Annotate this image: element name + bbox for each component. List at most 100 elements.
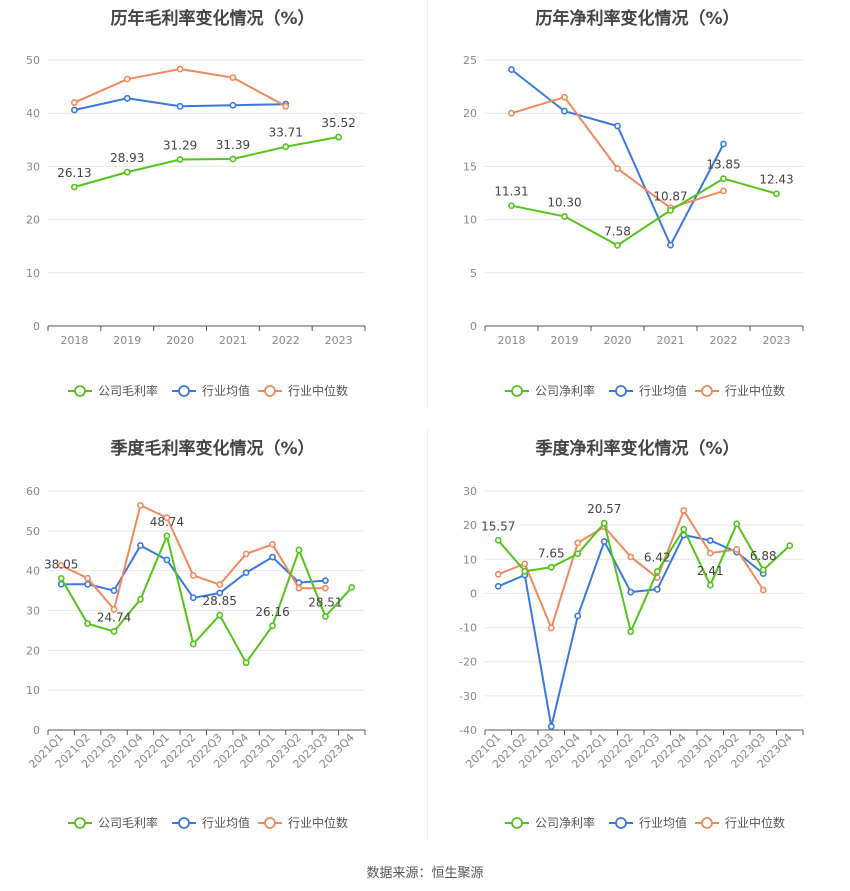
data-point	[57, 575, 65, 582]
data-point	[295, 584, 303, 592]
data-point	[321, 584, 329, 592]
data-point	[521, 567, 529, 575]
x-tick-label: 2020	[166, 334, 194, 347]
data-label: 20.57	[587, 502, 621, 516]
data-label: 10.30	[547, 195, 581, 209]
data-point	[176, 102, 184, 110]
data-label: 35.52	[321, 116, 355, 130]
data-point	[574, 539, 582, 547]
data-label: 48.74	[150, 515, 184, 529]
legend-marker	[615, 817, 627, 829]
data-point	[269, 622, 276, 630]
chart-panel-annual-net: 历年净利率变化情况（%） 0 5 10 15 20 25 2018 2019 2020 2021 2…	[425, 0, 850, 420]
chart-title: 历年净利率变化情况（%）	[535, 9, 740, 29]
data-point	[163, 514, 171, 522]
data-point	[547, 624, 555, 632]
chart-title: 季度毛利率变化情况（%）	[110, 439, 315, 459]
data-point	[508, 66, 515, 73]
legend-marker	[615, 385, 627, 397]
data-point	[547, 563, 555, 571]
data-label: 26.16	[255, 605, 289, 619]
data-point	[137, 542, 144, 549]
data-label: 11.31	[494, 185, 528, 199]
legend-label: 行业均值	[202, 815, 250, 830]
y-tick-label: -40	[459, 724, 477, 737]
y-tick-label: 0	[470, 587, 477, 600]
y-tick-label: 40	[26, 107, 40, 120]
x-tick-label: 2023	[763, 334, 791, 347]
legend-marker	[178, 385, 190, 397]
data-point	[720, 175, 727, 183]
y-tick-label: 5	[470, 267, 477, 280]
x-tick-label: 2023	[325, 334, 353, 347]
data-label: 10.87	[653, 189, 687, 203]
legend-marker	[178, 817, 190, 829]
data-point	[216, 589, 224, 597]
data-point	[600, 538, 608, 545]
data-label: 31.29	[163, 139, 197, 153]
data-point	[163, 532, 171, 540]
data-point	[229, 101, 237, 109]
data-point	[627, 588, 635, 596]
data-point	[84, 574, 92, 582]
chart-quarter-net-margin: -40-30-20-1001020302021Q12021Q22021Q3202…	[459, 485, 804, 830]
legend-marker	[264, 385, 276, 397]
legend-marker	[74, 385, 86, 397]
data-label: 33.71	[269, 126, 303, 140]
data-label: 31.39	[216, 138, 250, 152]
y-tick-label: 30	[26, 605, 40, 618]
data-point	[189, 572, 197, 579]
data-point	[57, 562, 65, 569]
y-tick-label: 60	[26, 485, 40, 498]
data-point	[282, 102, 290, 110]
chart-panel-quarter-gross: 季度毛利率变化情况（%） 0 10 20 30 40 50 60 2021Q1 2021Q2 20…	[0, 430, 425, 850]
data-point	[137, 595, 144, 603]
panel-divider	[427, 430, 428, 840]
data-label: 28.93	[110, 151, 144, 165]
x-tick-label: 2018	[498, 334, 526, 347]
y-tick-label: 0	[33, 724, 40, 737]
data-point	[269, 553, 276, 561]
data-point	[242, 659, 250, 667]
y-tick-label: 10	[26, 267, 40, 280]
data-point	[110, 587, 118, 594]
legend-label: 行业均值	[639, 815, 687, 830]
y-tick-label: 10	[463, 214, 477, 227]
data-point	[561, 213, 568, 220]
data-point	[494, 582, 502, 590]
series-line	[511, 177, 777, 247]
chart-quarter-gross-margin: 01020304050602021Q12021Q22021Q32021Q4202…	[26, 485, 366, 830]
y-tick-label: 20	[463, 107, 477, 120]
data-point	[733, 545, 741, 553]
y-tick-label: 25	[463, 54, 477, 67]
y-tick-label: -20	[459, 656, 477, 669]
data-label: 38.05	[44, 557, 78, 571]
y-tick-label: 15	[463, 160, 477, 173]
y-tick-label: 0	[470, 320, 477, 333]
data-label: 15.57	[481, 519, 515, 533]
data-point	[653, 568, 661, 575]
data-point	[216, 581, 224, 589]
y-tick-label: 20	[26, 644, 40, 657]
legend-marker	[74, 817, 86, 829]
legend-label: 公司净利率	[535, 815, 595, 830]
data-label: 26.13	[57, 166, 91, 180]
data-label: 24.74	[97, 610, 131, 624]
data-point	[229, 74, 237, 81]
data-point	[242, 569, 250, 577]
data-point	[508, 202, 515, 210]
data-point	[706, 581, 714, 589]
data-label: 6.88	[750, 549, 777, 563]
x-tick-label: 2022	[272, 334, 300, 347]
chart-panel-quarter-net: 季度净利率变化情况（%） -40 -30 -20 -10 0 10 20 30 2021Q1 20…	[425, 430, 850, 850]
x-tick-label: 2021	[657, 334, 685, 347]
data-point	[653, 585, 661, 593]
x-tick-label: 2019	[113, 334, 141, 347]
y-tick-label: 0	[33, 320, 40, 333]
data-point	[242, 550, 250, 558]
legend-label: 公司毛利率	[98, 383, 158, 398]
data-point	[295, 546, 303, 554]
data-point	[627, 553, 635, 561]
y-tick-label: 20	[26, 214, 40, 227]
x-tick-label: 2020	[604, 334, 632, 347]
